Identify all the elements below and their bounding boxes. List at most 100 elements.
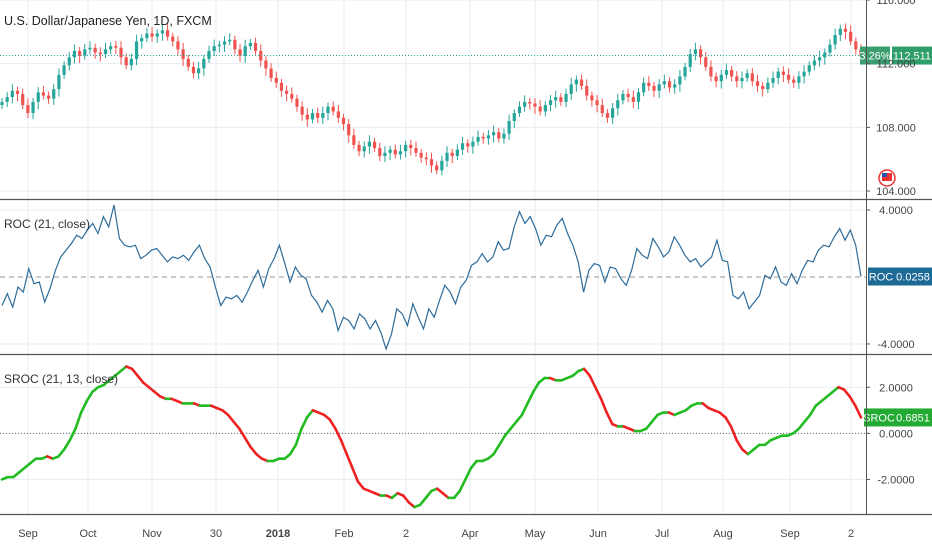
- candle-body: [548, 100, 553, 106]
- candle-body: [554, 97, 558, 101]
- y-tick-label: 112.000: [877, 59, 916, 71]
- sroc-segment: [288, 443, 298, 456]
- candle-body: [388, 149, 392, 153]
- sroc-segment: [605, 411, 614, 426]
- candle-body: [771, 78, 775, 83]
- roc-series-line: [1, 204, 862, 351]
- sroc-segment: [644, 420, 654, 431]
- candle-body: [724, 70, 729, 75]
- sroc-segment: [57, 448, 66, 458]
- candle-body: [735, 76, 739, 82]
- x-tick-label: Jun: [589, 528, 607, 540]
- sroc-segment: [452, 489, 462, 500]
- y-tick-label: 4.0000: [879, 205, 913, 217]
- candle-body: [36, 92, 40, 102]
- y-tick-label: 2.0000: [879, 382, 913, 394]
- candle-body: [512, 113, 516, 121]
- candle-body: [761, 85, 765, 90]
- candle-body: [559, 97, 563, 102]
- candle-body: [481, 136, 485, 139]
- candle-body: [471, 141, 475, 147]
- candle-body: [264, 60, 268, 69]
- candle-body: [574, 79, 578, 85]
- candle-body: [155, 33, 159, 37]
- candle-body: [212, 46, 216, 51]
- sroc-segment: [418, 496, 428, 507]
- grid-lines: [0, 0, 866, 514]
- candle-body: [93, 47, 97, 53]
- candle-body: [202, 58, 206, 69]
- candle-body: [150, 33, 154, 37]
- x-tick-label: Nov: [142, 528, 162, 540]
- candle-body: [755, 81, 760, 86]
- y-tick-label: 108.000: [876, 122, 916, 134]
- candle-body: [631, 97, 635, 102]
- sroc-segment: [458, 478, 467, 493]
- candle-body: [316, 113, 320, 118]
- candle-body: [636, 92, 641, 102]
- candle-body: [698, 49, 703, 58]
- candle-body: [124, 57, 128, 66]
- sroc-segment: [238, 427, 247, 440]
- candle-body: [52, 89, 56, 99]
- change-badge: [860, 46, 890, 65]
- candle-body: [585, 85, 589, 96]
- candle-body: [683, 66, 687, 77]
- candle-body: [414, 148, 418, 153]
- sroc-segment: [498, 434, 507, 447]
- candle-body: [352, 135, 356, 145]
- candle-body: [838, 28, 842, 36]
- sroc-segment: [130, 367, 139, 378]
- candle-body: [491, 132, 496, 136]
- candle-body: [228, 39, 232, 42]
- sroc-segment: [74, 411, 83, 431]
- sroc-segment: [803, 413, 812, 424]
- sroc-segment: [136, 374, 145, 384]
- x-tick-label: 2: [848, 528, 854, 540]
- candle-body: [238, 49, 242, 56]
- sroc-segment: [582, 367, 592, 378]
- candle-body: [621, 93, 625, 101]
- sroc-segment: [226, 413, 236, 424]
- sroc-segment: [729, 425, 738, 442]
- candle-body: [569, 84, 573, 94]
- y-tick-label: 116.000: [877, 0, 916, 7]
- sroc-segment: [588, 374, 597, 389]
- roc-value-label: 0.0258: [896, 271, 930, 283]
- candle-body: [435, 165, 439, 171]
- sroc-segment: [345, 452, 354, 470]
- candle-body: [310, 113, 315, 120]
- candle-body: [57, 74, 61, 90]
- candle-body: [279, 82, 284, 91]
- candle-body: [440, 160, 444, 171]
- candle-body: [600, 105, 604, 114]
- candle-body: [285, 90, 289, 94]
- candle-body: [807, 65, 811, 72]
- candle-body: [305, 114, 309, 120]
- candle-body: [129, 58, 133, 66]
- roc-name-label: ROC: [869, 271, 894, 283]
- candle-body: [786, 74, 791, 80]
- candle-body: [160, 30, 165, 34]
- candle-body: [5, 97, 9, 102]
- candle-body: [833, 35, 837, 45]
- candle-body: [10, 90, 14, 98]
- us-flag-icon: [878, 169, 896, 187]
- candle-body: [186, 58, 190, 67]
- candle-body: [409, 144, 413, 149]
- candle-body: [507, 120, 511, 134]
- change-percent-label: 3.26%: [859, 51, 890, 63]
- roc-name-badge: [868, 267, 894, 286]
- sroc-panel: SROC 0.6851: [0, 365, 932, 509]
- candle-body: [538, 106, 542, 112]
- candle-body: [709, 66, 713, 77]
- roc-panel: ROC 0.0258: [0, 204, 932, 351]
- candle-body: [424, 157, 428, 160]
- sroc-segment: [351, 466, 360, 484]
- candle-body: [797, 76, 801, 83]
- candle-body: [393, 149, 397, 155]
- sroc-segment: [797, 420, 806, 431]
- candle-body: [667, 81, 672, 88]
